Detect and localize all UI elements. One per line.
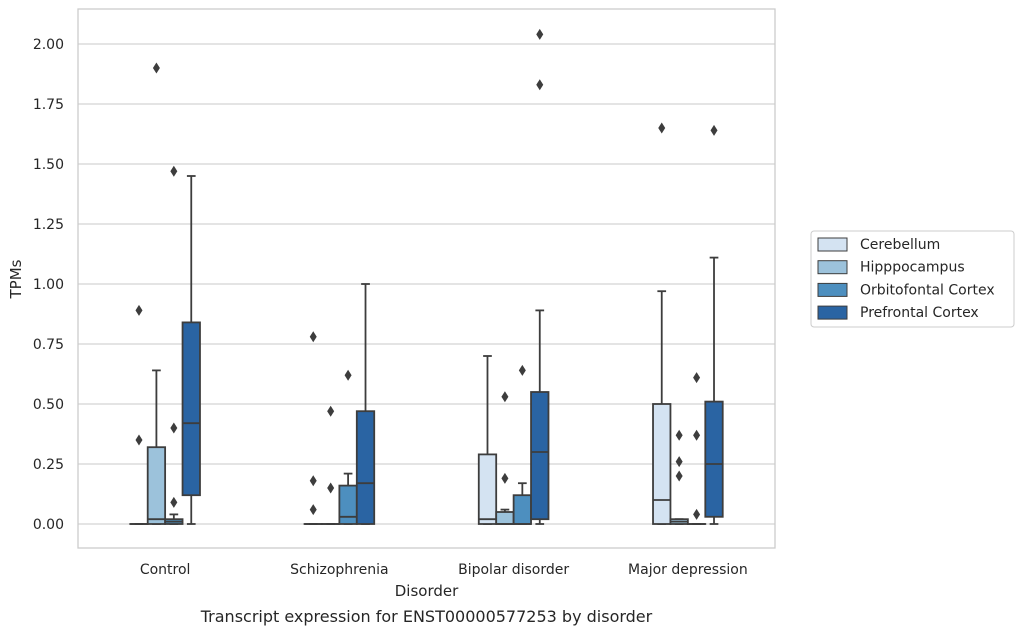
y-tick-label: 1.00 (33, 277, 64, 293)
box-orbitofontal-cortex (686, 372, 707, 525)
outlier-point (344, 369, 352, 381)
outlier-point (518, 364, 526, 376)
box-orbitofontal-cortex (338, 369, 358, 525)
x-tick-label: Bipolar disorder (458, 562, 569, 578)
outlier-point (135, 434, 143, 446)
boxes (129, 28, 724, 525)
box-body (181, 321, 201, 497)
x-tick-label: Schizophrenia (290, 562, 388, 578)
box-prefrontal-cortex (704, 124, 724, 525)
x-tick-label: Control (140, 562, 191, 578)
legend-items: Cerebellum Hipppocampus Orbitofontal Corte… (817, 237, 995, 321)
outlier-point (693, 372, 701, 384)
legend-label: Hipppocampus (860, 260, 965, 276)
outlier-point (693, 429, 701, 441)
box-body (652, 403, 672, 525)
outlier-point (675, 429, 683, 441)
outlier-point (170, 422, 178, 434)
y-axis-label: TPMs (7, 259, 25, 299)
outlier-point (309, 331, 317, 343)
legend-label: Prefrontal Cortex (860, 305, 979, 321)
outlier-point (501, 391, 509, 403)
y-tick-label: 1.50 (33, 157, 64, 173)
y-tick-label: 0.50 (33, 397, 64, 413)
legend-swatch (817, 282, 848, 297)
legend: Cerebellum Hipppocampus Orbitofontal Corte… (810, 230, 1015, 328)
x-tick-labels: Control Schizophrenia Bipolar disorder Majo… (140, 562, 748, 578)
outlier-point (170, 496, 178, 508)
chart-caption: Transcript expression for ENST0000057725… (200, 607, 653, 626)
outlier-point (675, 470, 683, 482)
box-prefrontal-cortex (181, 175, 201, 525)
outlier-point (536, 79, 544, 91)
legend-frame (810, 230, 1015, 328)
outlier-point (536, 28, 544, 40)
outlier-point (501, 472, 509, 484)
legend-label: Orbitofontal Cortex (860, 282, 995, 298)
box-hipppocampus (495, 391, 515, 525)
x-tick-label: Major depression (628, 562, 748, 578)
legend-swatch (817, 305, 848, 320)
box-cerebellum (303, 331, 323, 525)
box-prefrontal-cortex (530, 28, 550, 525)
box-orbitofontal-cortex (164, 165, 184, 525)
outlier-point (675, 456, 683, 468)
box-hipppocampus (321, 405, 341, 525)
outlier-point (309, 504, 317, 516)
plot-area-frame (77, 8, 776, 549)
box-body (704, 400, 724, 518)
box-body (530, 391, 550, 521)
outlier-point (658, 122, 666, 134)
box-cerebellum (652, 122, 672, 525)
box-body (512, 494, 532, 525)
y-tick-label: 1.75 (33, 97, 64, 113)
outlier-point (693, 508, 701, 520)
box-body (338, 484, 358, 525)
box-body (355, 410, 376, 525)
outlier-point (327, 405, 335, 417)
y-tick-label: 1.25 (33, 217, 64, 233)
outlier-point (135, 304, 143, 316)
legend-swatch (817, 260, 848, 275)
outlier-point (152, 62, 160, 74)
outlier-point (710, 124, 718, 136)
legend-label: Cerebellum (860, 237, 940, 253)
y-tick-label: 0.75 (33, 337, 64, 353)
box-prefrontal-cortex (355, 283, 376, 525)
x-axis-label: Disorder (395, 582, 459, 600)
box-body (146, 446, 167, 525)
box-hipppocampus (146, 62, 167, 525)
y-tick-label: 0.00 (33, 517, 64, 533)
y-tick-label: 0.25 (33, 457, 64, 473)
outlier-point (170, 165, 178, 177)
y-tick-label: 2.00 (33, 37, 64, 53)
outlier-point (309, 475, 317, 487)
box-orbitofontal-cortex (512, 364, 532, 525)
box-cerebellum (477, 355, 498, 525)
box-body (495, 511, 515, 525)
y-tick-labels: 0.00 0.25 0.50 0.75 1.00 1.25 1.50 1.75 2.00 (33, 37, 64, 533)
legend-swatch (817, 237, 848, 252)
box-body (477, 453, 498, 525)
box-cerebellum (129, 304, 149, 525)
outlier-point (327, 482, 335, 494)
box-hipppocampus (669, 429, 689, 525)
